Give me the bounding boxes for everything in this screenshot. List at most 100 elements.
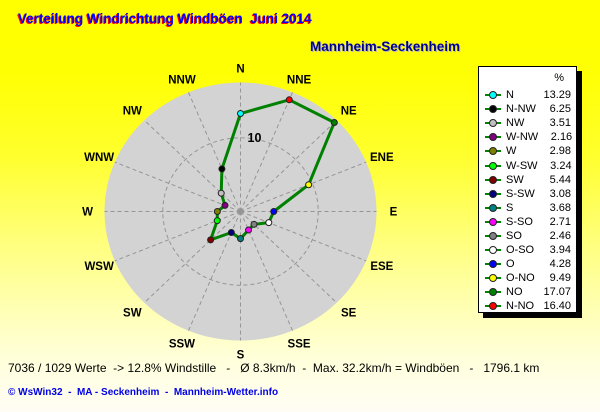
stats-line: 7036 / 1029 Werte -> 12.8% Windstille - … xyxy=(8,361,540,375)
legend-marker-icon-W-SW xyxy=(485,161,501,170)
legend-label: O-NO xyxy=(506,272,535,285)
legend-marker-icon-O-NO xyxy=(485,274,501,283)
legend-row-N-NW: N-NW 6.25 xyxy=(479,102,576,116)
legend-label: N-NW xyxy=(506,103,536,116)
legend-row-N: N 13.29 xyxy=(479,88,576,102)
data-point-marker-NO xyxy=(330,119,338,127)
legend-row-O-NO: O-NO 9.49 xyxy=(479,271,576,285)
legend-label: S-SW xyxy=(506,187,535,200)
legend-marker-icon-S xyxy=(485,203,501,212)
axis-label-NNE: NNE xyxy=(287,74,312,86)
axis-label-SSW: SSW xyxy=(169,339,195,351)
axis-label-ESE: ESE xyxy=(370,261,393,273)
data-point-marker-S xyxy=(237,235,244,243)
axis-label-NNW: NNW xyxy=(168,74,196,86)
legend-row-W-NW: W-NW 2.16 xyxy=(479,130,576,144)
legend-row-O: O 4.28 xyxy=(479,257,576,271)
axis-label-W: W xyxy=(82,207,93,219)
data-point-marker-SO xyxy=(250,220,258,228)
legend-rows: N 13.29 N-NW 6.25 NW 3.51 W-NW 2.16 W 2.98 W-SW 3.2… xyxy=(479,88,576,314)
legend-marker-icon-N-NO xyxy=(485,302,501,311)
axis-label-WNW: WNW xyxy=(84,152,114,164)
legend-value: 2.46 xyxy=(549,229,571,242)
legend-marker-icon-W-NW xyxy=(485,133,501,142)
data-point-marker-O xyxy=(270,208,278,215)
legend-row-S-SO: S-SO 2.71 xyxy=(479,215,576,229)
axis-label-SW: SW xyxy=(123,308,142,320)
axis-label-E: E xyxy=(390,207,398,219)
legend-value: 3.94 xyxy=(549,244,571,257)
legend-row-W-SW: W-SW 3.24 xyxy=(479,158,576,172)
legend-label: W xyxy=(506,145,517,158)
legend-marker-icon-SW xyxy=(485,175,501,184)
legend-value: 2.98 xyxy=(549,145,571,158)
data-point-marker-NW xyxy=(217,189,225,197)
legend-value: 2.16 xyxy=(550,131,573,144)
scale-label: 10 xyxy=(248,131,262,145)
legend-marker-icon-NO xyxy=(485,288,501,297)
legend-marker-icon-O-SO xyxy=(485,246,501,255)
legend-marker-icon-W xyxy=(485,147,501,156)
data-point-marker-O-NO xyxy=(305,181,313,189)
legend-row-SW: SW 5.44 xyxy=(479,173,576,187)
legend-value: 3.51 xyxy=(549,117,571,130)
legend-row-S: S 3.68 xyxy=(479,201,576,215)
legend-value: 3.24 xyxy=(550,159,572,172)
legend-header-percent: % xyxy=(554,72,564,84)
legend-label: SO xyxy=(506,229,522,242)
data-point-marker-S-SW xyxy=(227,228,235,236)
legend-row-NO: NO 17.07 xyxy=(479,285,576,299)
legend-label: S-SO xyxy=(506,215,533,228)
legend-row-N-NO: N-NO 16.40 xyxy=(479,299,576,313)
data-point-marker-N xyxy=(237,110,244,118)
data-point-marker-O-SO xyxy=(265,219,273,227)
legend-value: 13.29 xyxy=(543,89,571,102)
legend-label: NO xyxy=(506,286,523,299)
legend-label: SW xyxy=(506,173,524,186)
data-point-marker-N-NW xyxy=(218,165,226,173)
legend-row-O-SO: O-SO 3.94 xyxy=(479,243,576,257)
legend-label: N-NO xyxy=(506,300,535,313)
legend-label: S xyxy=(506,201,514,214)
legend-marker-icon-S-SW xyxy=(485,189,501,198)
data-point-marker-SW xyxy=(207,236,215,244)
axis-label-N: N xyxy=(236,64,244,76)
legend-marker-icon-S-SO xyxy=(485,217,501,226)
legend-value: 17.07 xyxy=(543,286,571,299)
wind-rose-chart: 10 N NNE NE ENE E ESE SE SSE S SSW SW WSW W WNW NW NNW xyxy=(82,64,398,362)
legend-row-SO: SO 2.46 xyxy=(479,229,576,243)
axis-label-NE: NE xyxy=(341,105,357,117)
legend-value: 3.68 xyxy=(549,201,571,214)
legend-marker-icon-N xyxy=(485,91,501,100)
legend-value: 16.40 xyxy=(543,300,571,313)
polar-grid xyxy=(104,82,377,341)
legend-label: W-NW xyxy=(506,131,539,144)
legend-label: O-SO xyxy=(506,244,535,257)
data-point-marker-N-NO xyxy=(285,96,293,104)
legend-marker-icon-NW xyxy=(485,119,501,128)
legend-marker-icon-N-NW xyxy=(485,105,501,114)
legend-marker-icon-SO xyxy=(485,231,501,240)
legend-value: 5.44 xyxy=(549,173,571,186)
data-point-marker-W xyxy=(213,208,221,215)
page-title: Verteilung Windrichtung Windböen Juni 20… xyxy=(18,11,312,26)
legend-value: 2.71 xyxy=(549,215,571,228)
legend-marker-icon-O xyxy=(485,260,501,269)
legend-row-W: W 2.98 xyxy=(479,144,576,158)
axis-label-S: S xyxy=(237,350,245,362)
axis-label-SSE: SSE xyxy=(288,339,311,351)
station-name: Mannheim-Seckenheim xyxy=(310,39,461,54)
data-point-marker-S-SO xyxy=(245,226,253,234)
footer-credit: © WsWin32 - MA - Seckenheim - Mannheim-W… xyxy=(8,387,279,398)
axis-label-SE: SE xyxy=(341,308,357,320)
legend-row-NW: NW 3.51 xyxy=(479,116,576,130)
data-point-marker-W-SW xyxy=(213,217,221,225)
legend-row-S-SW: S-SW 3.08 xyxy=(479,187,576,201)
legend-label: N xyxy=(506,89,514,102)
legend-value: 4.28 xyxy=(549,258,571,271)
legend-label: NW xyxy=(506,117,525,130)
axis-label-NW: NW xyxy=(123,105,142,117)
legend-label: W-SW xyxy=(506,159,538,172)
legend-box: % N 13.29 N-NW 6.25 NW 3.51 W-NW 2.16 W 2.98 W-SW 3… xyxy=(478,66,577,313)
